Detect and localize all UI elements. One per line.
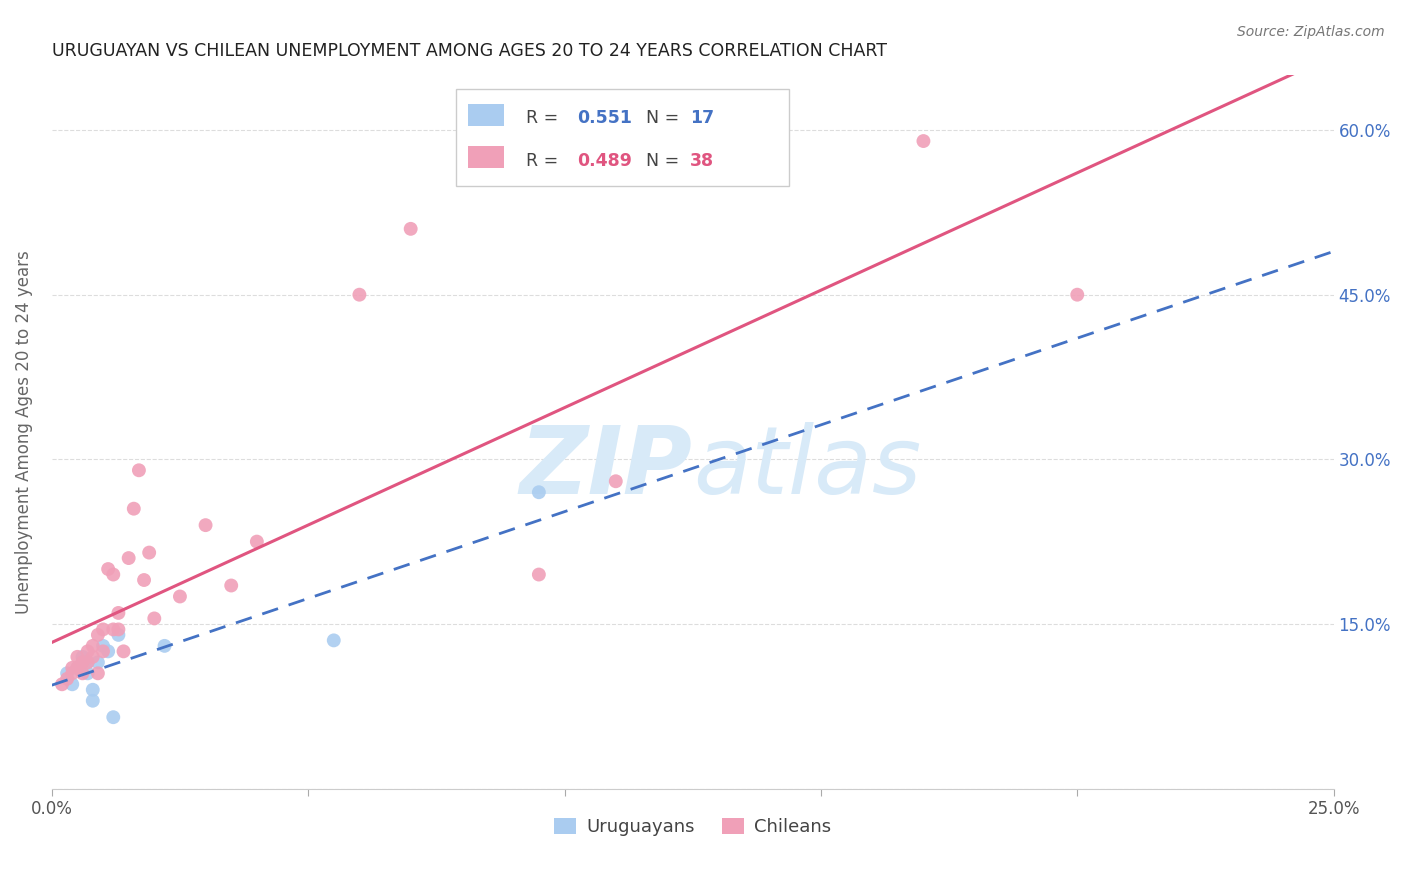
Point: [194, 518, 217, 533]
Point: [72, 656, 94, 670]
Point: [107, 628, 129, 642]
Point: [322, 633, 344, 648]
Point: [91, 623, 114, 637]
Point: [246, 534, 269, 549]
Point: [60, 666, 83, 681]
Point: [87, 656, 110, 670]
Text: 38: 38: [690, 152, 714, 169]
Point: [66, 661, 89, 675]
Point: [132, 573, 155, 587]
Point: [76, 666, 98, 681]
Point: [60, 677, 83, 691]
Legend: Uruguayans, Chileans: Uruguayans, Chileans: [547, 811, 839, 844]
Text: N =: N =: [636, 110, 685, 128]
Text: R =: R =: [526, 110, 564, 128]
Text: URUGUAYAN VS CHILEAN UNEMPLOYMENT AMONG AGES 20 TO 24 YEARS CORRELATION CHART: URUGUAYAN VS CHILEAN UNEMPLOYMENT AMONG …: [52, 42, 887, 60]
Text: 0.551: 0.551: [578, 110, 633, 128]
Point: [66, 649, 89, 664]
Text: R =: R =: [526, 152, 564, 169]
Point: [103, 623, 125, 637]
Point: [103, 710, 125, 724]
Point: [76, 656, 98, 670]
Point: [128, 463, 150, 477]
Point: [82, 639, 104, 653]
Point: [97, 644, 120, 658]
Point: [72, 666, 94, 681]
Point: [103, 567, 125, 582]
Text: N =: N =: [636, 152, 685, 169]
Point: [399, 222, 422, 236]
Point: [91, 644, 114, 658]
Point: [60, 661, 83, 675]
Text: 17: 17: [690, 110, 714, 128]
Point: [72, 656, 94, 670]
FancyBboxPatch shape: [468, 146, 505, 169]
Point: [76, 644, 98, 658]
Point: [51, 677, 73, 691]
Point: [91, 639, 114, 653]
Point: [349, 287, 371, 301]
Point: [138, 545, 160, 559]
Point: [87, 628, 110, 642]
Point: [153, 639, 176, 653]
Point: [1066, 287, 1088, 301]
Y-axis label: Unemployment Among Ages 20 to 24 years: Unemployment Among Ages 20 to 24 years: [15, 250, 32, 614]
Point: [87, 666, 110, 681]
Point: [219, 578, 242, 592]
FancyBboxPatch shape: [456, 89, 789, 186]
Point: [527, 485, 550, 500]
Text: atlas: atlas: [693, 422, 921, 513]
Point: [97, 562, 120, 576]
Point: [66, 661, 89, 675]
Point: [82, 682, 104, 697]
Point: [72, 649, 94, 664]
Point: [169, 590, 191, 604]
Point: [112, 644, 135, 658]
Text: ZIP: ZIP: [520, 422, 693, 514]
Point: [107, 623, 129, 637]
Point: [56, 666, 79, 681]
Point: [82, 649, 104, 664]
Text: 0.489: 0.489: [578, 152, 633, 169]
Point: [912, 134, 935, 148]
Point: [527, 567, 550, 582]
Text: Source: ZipAtlas.com: Source: ZipAtlas.com: [1237, 25, 1385, 39]
Point: [143, 611, 166, 625]
Point: [122, 501, 145, 516]
Point: [82, 694, 104, 708]
Point: [76, 656, 98, 670]
FancyBboxPatch shape: [468, 104, 505, 126]
Point: [118, 551, 141, 566]
Point: [56, 672, 79, 686]
Point: [107, 606, 129, 620]
Point: [605, 475, 627, 489]
